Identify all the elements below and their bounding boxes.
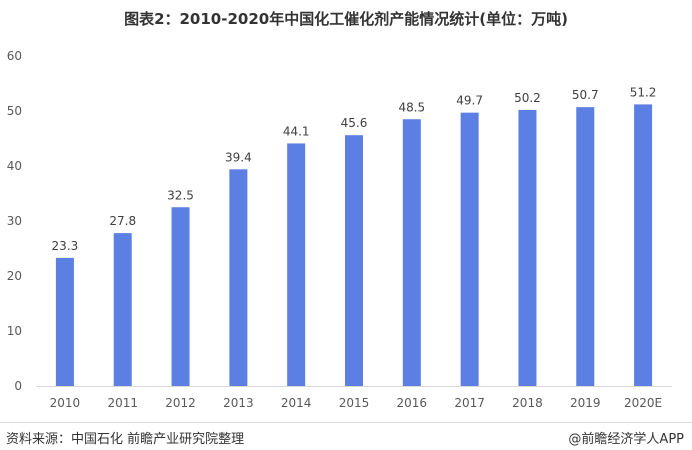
- y-tick-label: 0: [14, 379, 22, 393]
- x-tick-label-2015: 2015: [339, 396, 370, 410]
- x-tick-label-2012: 2012: [165, 396, 196, 410]
- source-note: 资料来源：中国石化 前瞻产业研究院整理: [6, 432, 245, 447]
- value-label-2020E: 51.2: [630, 85, 657, 99]
- value-label-2011: 27.8: [109, 214, 136, 228]
- y-tick-label: 40: [7, 159, 22, 173]
- value-label-2017: 49.7: [456, 94, 483, 108]
- bar-2015: [345, 135, 363, 386]
- bar-2020E: [634, 104, 653, 387]
- y-tick-label: 30: [7, 214, 22, 228]
- value-label-2013: 39.4: [225, 150, 252, 164]
- x-tick-label-2011: 2011: [107, 396, 138, 410]
- x-tick-label-2018: 2018: [512, 396, 543, 410]
- x-axis: 2010 2011 2012 2013 2014 2015 2016 2017 2018 2019…: [50, 396, 663, 410]
- x-tick-label-2017: 2017: [454, 396, 485, 410]
- x-tick-label-2010: 2010: [50, 396, 81, 410]
- y-tick-label: 60: [7, 49, 22, 63]
- bar-chart: 0 10 20 30 40 50 60 23.3 27.8 32.5 39.4 44.1 45.6 48…: [7, 49, 672, 410]
- value-label-2010: 23.3: [52, 239, 79, 253]
- bar-2017: [460, 112, 479, 387]
- y-axis: 0 10 20 30 40 50 60: [7, 49, 22, 393]
- bar-2019: [576, 107, 595, 387]
- value-label-2018: 50.2: [514, 91, 541, 105]
- brand-credit: @前瞻经济学人APP: [568, 432, 684, 447]
- x-tick-label-2019: 2019: [570, 396, 601, 410]
- bar-2012: [171, 207, 190, 386]
- bar-2010: [55, 257, 74, 386]
- chart-title: 图表2：2010-2020年中国化工催化剂产能情况统计(单位：万吨): [124, 10, 568, 28]
- value-labels: 23.3 27.8 32.5 39.4 44.1 45.6 48.5 49.7 50.2 50.7…: [52, 85, 657, 252]
- value-label-2016: 48.5: [398, 100, 425, 114]
- y-tick-label: 10: [7, 324, 22, 338]
- y-tick-label: 20: [7, 269, 22, 283]
- value-label-2015: 45.6: [341, 116, 368, 130]
- bar-2016: [402, 119, 421, 386]
- y-tick-label: 50: [7, 104, 22, 118]
- value-label-2014: 44.1: [283, 124, 310, 138]
- footer: 资料来源：中国石化 前瞻产业研究院整理 @前瞻经济学人APP: [0, 422, 692, 450]
- x-tick-label-2016: 2016: [397, 396, 428, 410]
- bars: [55, 104, 653, 387]
- bar-2018: [518, 109, 537, 387]
- bar-2014: [287, 143, 306, 386]
- x-tick-label-2014: 2014: [281, 396, 312, 410]
- x-tick-label-2013: 2013: [223, 396, 254, 410]
- x-tick-label-2020E: 2020E: [624, 396, 662, 410]
- value-label-2012: 32.5: [167, 188, 194, 202]
- bar-2011: [113, 233, 132, 386]
- bar-2013: [229, 169, 248, 386]
- value-label-2019: 50.7: [572, 88, 599, 102]
